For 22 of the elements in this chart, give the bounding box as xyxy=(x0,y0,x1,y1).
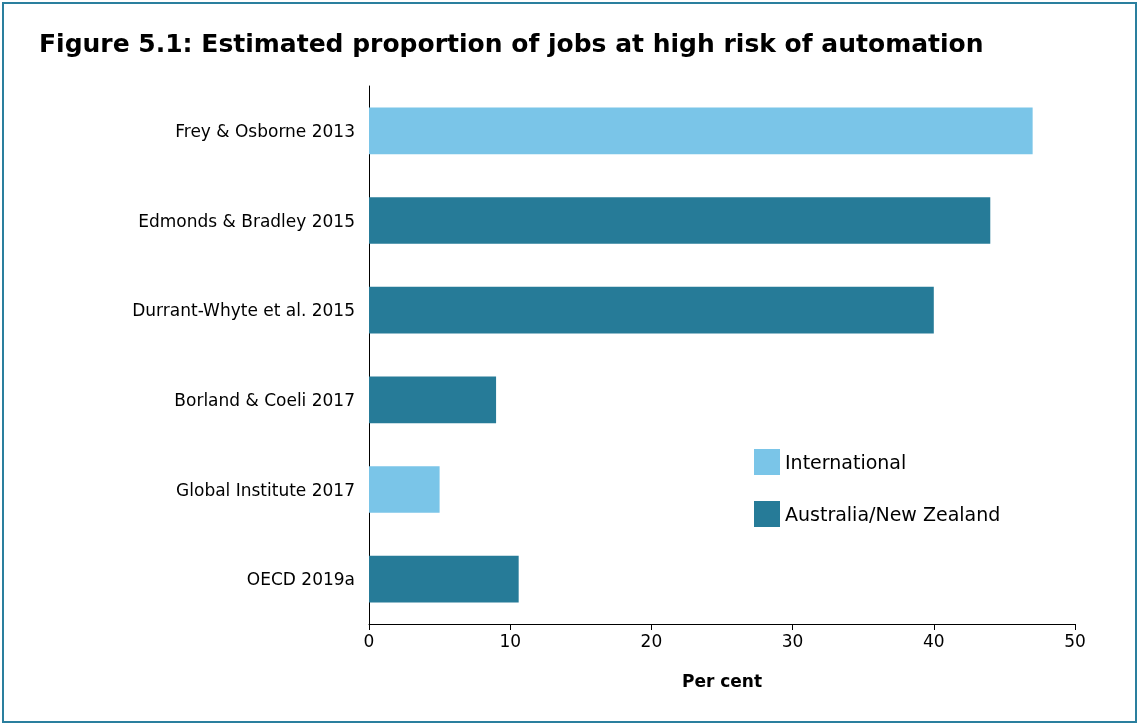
bar xyxy=(369,197,991,244)
x-tick-label: 20 xyxy=(640,630,663,651)
bar xyxy=(369,286,934,334)
x-tick-label: 50 xyxy=(1064,630,1086,651)
y-tick-label: Borland & Coeli 2017 xyxy=(174,389,355,410)
bar xyxy=(369,376,497,424)
bar xyxy=(369,466,440,513)
chart-title: Figure 5.1: Estimated proportion of jobs at high risk of automation xyxy=(39,29,984,58)
bar xyxy=(369,107,1033,155)
x-tick-label: 40 xyxy=(922,630,945,651)
y-tick-label: Edmonds & Bradley 2015 xyxy=(138,210,355,231)
y-tick-label: Global Institute 2017 xyxy=(176,479,355,500)
y-tick-label: OECD 2019a xyxy=(246,569,355,590)
legend-label: International xyxy=(785,451,907,473)
y-tick-label: Durrant-Whyte et al. 2015 xyxy=(132,300,355,321)
x-axis-title: Per cent xyxy=(681,670,763,691)
x-tick-label: 10 xyxy=(499,630,522,651)
legend-label: Australia/New Zealand xyxy=(785,503,1001,525)
y-tick-label: Frey & Osborne 2013 xyxy=(175,120,355,141)
x-tick-label: 0 xyxy=(363,630,375,651)
bar xyxy=(369,555,519,603)
x-tick-label: 30 xyxy=(781,630,804,651)
